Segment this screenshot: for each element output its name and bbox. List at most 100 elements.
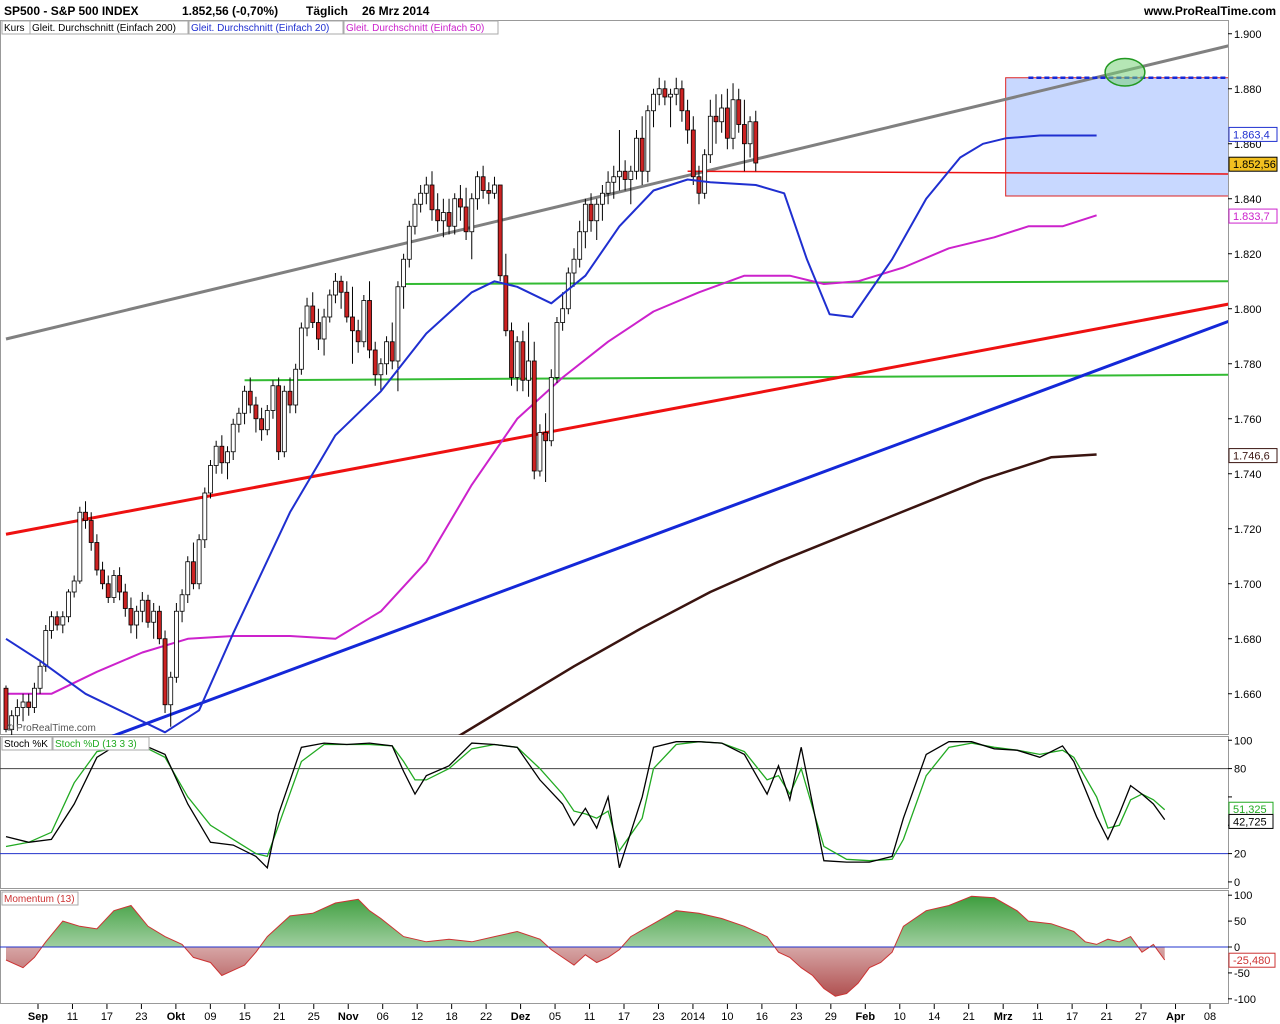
candle (645, 105, 651, 183)
candle (321, 308, 327, 356)
legend-label: Gleit. Durchschnitt (Einfach 20) (191, 23, 329, 34)
price-value-box (1228, 208, 1278, 224)
price-value-label: 1.852,56 (1233, 159, 1276, 171)
date: 26 Mrz 2014 (362, 4, 430, 18)
candle-body (264, 410, 270, 431)
candle (219, 435, 225, 474)
price-value-box (1228, 448, 1278, 464)
stoch-legend-d: Stoch %D (13 3 3) (55, 739, 137, 750)
candle-body (384, 341, 389, 365)
price-tick-label: 1.680 (1234, 634, 1262, 646)
candle-body (457, 198, 463, 208)
candle-body (71, 580, 77, 593)
stoch-value-label: 51,325 (1233, 804, 1267, 816)
candle-body (736, 99, 742, 125)
price-value-label: 1.746,6 (1233, 451, 1270, 463)
candle-body (685, 110, 690, 131)
candle-body (304, 305, 310, 329)
candle-body (696, 176, 702, 194)
candle-body (156, 610, 162, 640)
candle (634, 130, 639, 180)
candle (372, 341, 378, 386)
website: www.ProRealTime.com (1143, 4, 1276, 18)
candle (236, 407, 242, 433)
x-tick-label: 06 (377, 1011, 389, 1023)
mom-tick-label: -100 (1234, 994, 1256, 1006)
candle-body (582, 203, 588, 233)
candle-body (617, 170, 622, 178)
candle (9, 710, 15, 735)
candle (179, 589, 185, 623)
candle-body (378, 363, 384, 376)
candle (662, 80, 668, 106)
candle (173, 603, 179, 683)
x-tick-label: 17 (101, 1011, 113, 1023)
candle (145, 594, 151, 628)
candle-body (543, 432, 548, 442)
legend-box-3 (343, 20, 499, 35)
x-tick-label: 17 (1066, 1011, 1078, 1023)
candle-body (270, 385, 276, 411)
x-tick-label: 29 (825, 1011, 837, 1023)
candle (401, 253, 407, 309)
candle (264, 405, 270, 436)
candle-body (333, 280, 338, 296)
candle-body (719, 107, 725, 123)
candle (3, 685, 9, 733)
stoch-k-line (5, 741, 1166, 870)
candle (577, 220, 583, 268)
candle-body (350, 316, 355, 332)
price-tick-label: 1.800 (1234, 304, 1262, 316)
x-tick-label: Feb (856, 1011, 876, 1023)
candle-body (117, 575, 122, 593)
candle-body (247, 390, 253, 406)
legend-label: Gleit. Durchschnitt (Einfach 50) (346, 23, 484, 34)
candle-body (651, 93, 656, 112)
candle (475, 171, 480, 210)
stoch-value-box (1228, 813, 1274, 829)
candle (611, 165, 617, 199)
candle-body (463, 206, 469, 233)
x-tick-label: 14 (928, 1011, 940, 1023)
candle (287, 377, 293, 414)
candle-body (440, 212, 446, 222)
candle-body (367, 300, 372, 351)
candle-body (509, 330, 514, 378)
candle (406, 220, 412, 268)
candle (37, 660, 43, 694)
candle-body (548, 377, 554, 442)
legend-label: Kurs (4, 23, 25, 34)
candle-body (452, 198, 458, 227)
candle (384, 336, 389, 375)
candle (548, 369, 554, 447)
x-tick-label: 10 (894, 1011, 906, 1023)
price-plot (3, 44, 1228, 735)
candle-body (679, 88, 685, 112)
price-value-box (1228, 156, 1278, 172)
chart-header: SP500 - S&P 500 INDEX 1.852,56 (-0,70%) … (0, 0, 1280, 20)
candle (32, 682, 37, 713)
candle-body (656, 88, 662, 95)
candle (713, 94, 719, 144)
candle (134, 605, 140, 639)
candle (156, 605, 162, 645)
candle (71, 575, 77, 598)
candle (66, 589, 71, 623)
candle (355, 319, 361, 353)
candle (412, 198, 418, 235)
candle-body (571, 258, 577, 274)
candle-body (213, 445, 219, 466)
candle-body (554, 322, 560, 378)
candle-body (634, 137, 639, 172)
price-value-label: 1.863,4 (1233, 129, 1270, 141)
candle (639, 116, 645, 185)
x-tick-label: 23 (790, 1011, 802, 1023)
candle (736, 88, 742, 133)
candle (668, 88, 673, 128)
x-tick-label: 09 (204, 1011, 216, 1023)
candle-body (475, 176, 480, 200)
candle (628, 165, 634, 205)
candle-body (202, 492, 208, 541)
price-tick-label: 1.880 (1234, 84, 1262, 96)
momentum-area-negative (6, 947, 1165, 997)
